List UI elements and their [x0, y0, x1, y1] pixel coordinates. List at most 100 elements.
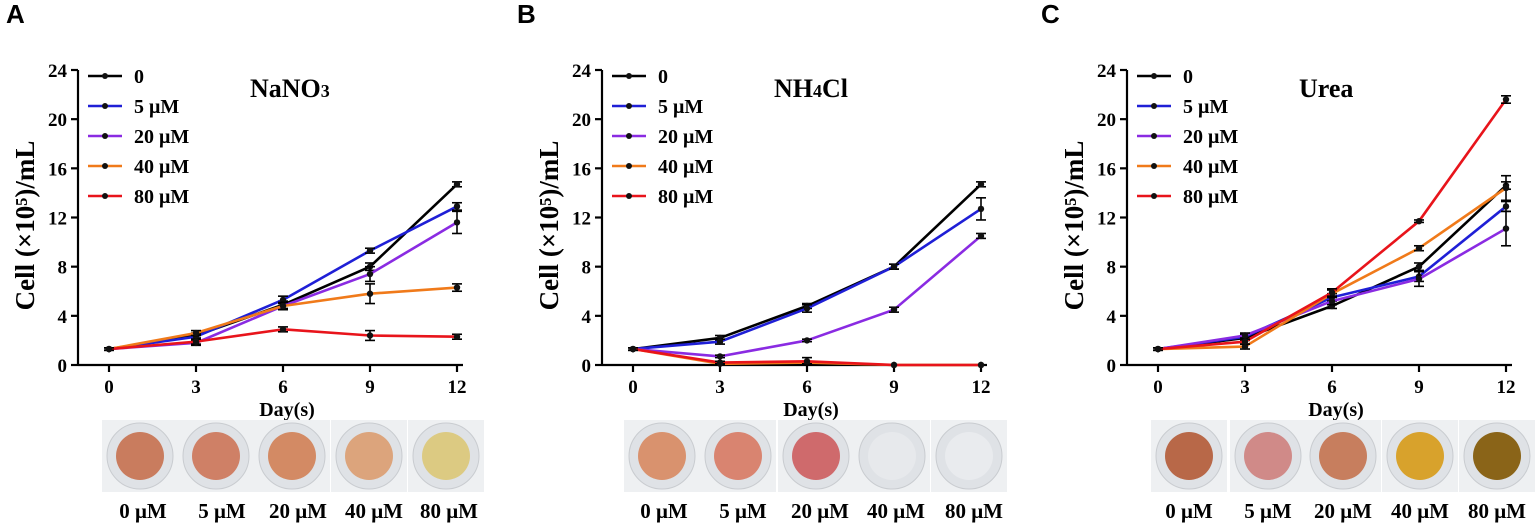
legend-label: 40 μM [134, 156, 189, 178]
plate-label: 40 μM [1391, 499, 1449, 523]
data-point [890, 361, 898, 369]
legend-marker [102, 193, 108, 199]
x-tick-label: 9 [1414, 377, 1424, 398]
plate-label: 40 μM [345, 499, 403, 523]
x-tick-label: 6 [1327, 377, 1337, 398]
series-5m [1153, 200, 1511, 353]
plate-label: 5 μM [198, 499, 246, 523]
legend-marker [1151, 133, 1157, 139]
data-point [716, 338, 724, 345]
series-5m [628, 197, 986, 353]
chart-title-subscript: 4 [813, 81, 822, 101]
legend-label: 5 μM [134, 96, 179, 118]
legend-label: 80 μM [134, 186, 189, 208]
plate-label: 80 μM [420, 499, 478, 523]
y-tick-label: 0 [582, 356, 592, 377]
legend-marker [1151, 103, 1157, 109]
data-point [1415, 245, 1423, 252]
data-point [192, 338, 200, 345]
legend-marker [626, 133, 632, 139]
y-tick-label: 8 [1107, 258, 1117, 279]
x-tick-label: 6 [802, 377, 812, 398]
y-tick-label: 8 [582, 258, 592, 279]
data-point [1502, 96, 1510, 103]
series-80m [628, 345, 985, 369]
data-point [716, 353, 724, 360]
panel-letter: B [517, 0, 536, 29]
data-point [977, 181, 985, 188]
x-axis-label: Day(s) [1308, 399, 1364, 421]
plate-label: 80 μM [1468, 499, 1526, 523]
legend-label: 0 [1183, 66, 1193, 88]
series-80m [1153, 95, 1511, 353]
x-tick-label: 12 [972, 377, 991, 398]
y-tick-label: 4 [58, 307, 68, 328]
plate-colony [638, 432, 686, 480]
x-tick-label: 12 [1497, 377, 1516, 398]
chart-panel-c: C 0 4 8 12 16 20 24 0 3 6 9 12 Day(s) Cell (×10⁵)/mL Ur… [1041, 0, 1535, 523]
y-tick-label: 16 [48, 159, 67, 180]
plate-colony [1396, 432, 1444, 480]
chart-title-subscript: 3 [321, 81, 330, 101]
legend-label: 80 μM [658, 186, 713, 208]
data-point [1328, 297, 1336, 305]
series-line [108, 183, 458, 351]
data-point [1502, 225, 1510, 232]
panel-letter: A [6, 0, 25, 29]
chart-title-tail: Cl [822, 74, 848, 103]
series-80m [104, 326, 462, 353]
x-tick-label: 3 [191, 377, 201, 398]
legend-marker [102, 163, 108, 169]
legend-marker [626, 163, 632, 169]
data-point [1241, 343, 1249, 350]
data-point [366, 270, 374, 278]
data-point [803, 305, 811, 312]
legend-marker [1151, 163, 1157, 169]
plate-colony [192, 432, 240, 480]
data-point [453, 181, 461, 188]
chart-panel-a: A 0 4 8 12 16 20 24 0 3 6 9 12 Day(s) Cell (×10⁵)/mL Na… [6, 0, 484, 523]
y-tick-label: 8 [58, 258, 68, 279]
plate-colony [868, 432, 916, 480]
data-point [1502, 203, 1510, 210]
data-point [366, 332, 374, 339]
legend-marker [1151, 193, 1157, 199]
plate-label: 5 μM [719, 499, 767, 523]
data-point [1415, 217, 1423, 225]
y-tick-label: 20 [1097, 110, 1116, 131]
legend-label: 20 μM [658, 126, 713, 148]
panel-letter: C [1041, 0, 1060, 29]
data-point [977, 232, 985, 240]
x-tick-label: 6 [278, 377, 288, 398]
plate-label: 80 μM [945, 499, 1003, 523]
legend-marker [102, 133, 108, 139]
y-tick-label: 4 [1107, 307, 1117, 328]
y-axis-label: Cell (×10⁵)/mL [10, 141, 40, 311]
chart-title: Urea [1299, 74, 1353, 103]
chart-title: NaNO3 [250, 74, 330, 103]
data-point [279, 326, 287, 333]
plate-label: 5 μM [1244, 499, 1292, 523]
y-tick-label: 20 [48, 110, 67, 131]
x-tick-label: 12 [448, 377, 467, 398]
plate-colony [792, 432, 840, 480]
y-tick-label: 16 [572, 159, 591, 180]
y-tick-label: 0 [1107, 356, 1117, 377]
data-point [1154, 345, 1162, 353]
x-tick-label: 3 [715, 377, 725, 398]
legend-marker [102, 103, 108, 109]
plate-label: 20 μM [269, 499, 327, 523]
legend-label: 20 μM [134, 126, 189, 148]
plate-colony [1165, 432, 1213, 480]
data-point [366, 290, 374, 297]
plate-colony [345, 432, 393, 480]
data-point [279, 296, 287, 304]
plate-colony [1319, 432, 1367, 480]
data-point [1415, 275, 1423, 283]
data-point [890, 263, 898, 270]
plate-colony [116, 432, 164, 480]
y-axis-label: Cell (×10⁵)/mL [1059, 141, 1089, 311]
plate-label: 0 μM [640, 499, 688, 523]
plate-label: 40 μM [867, 499, 925, 523]
